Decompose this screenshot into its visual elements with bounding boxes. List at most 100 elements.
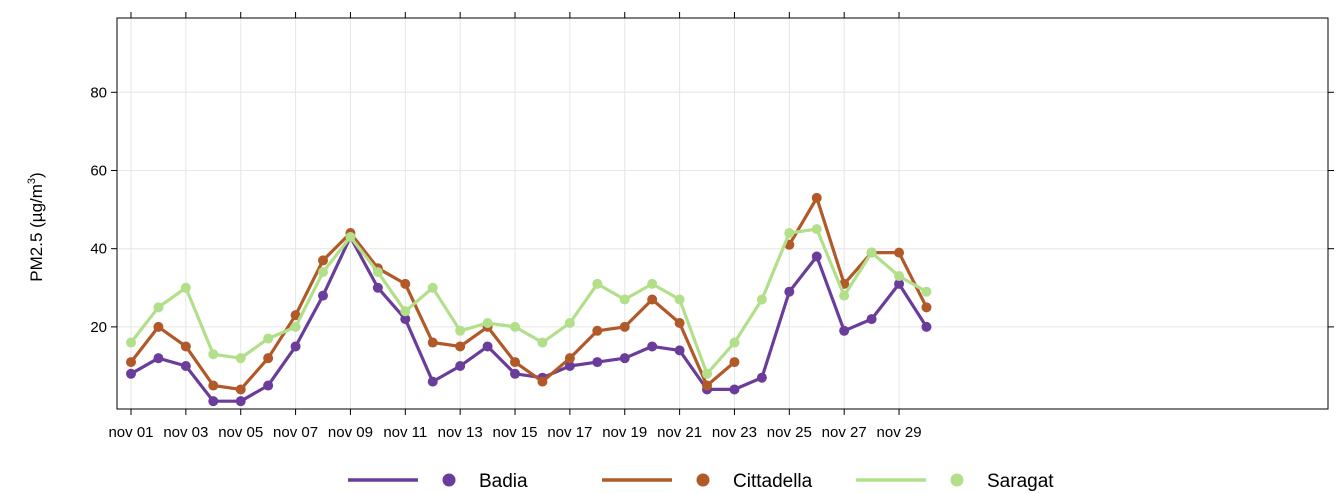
data-point-cittadella	[894, 247, 905, 258]
data-point-saragat	[153, 302, 164, 313]
data-point-cittadella	[674, 317, 685, 328]
series-saragat	[126, 224, 932, 379]
data-point-cittadella	[153, 321, 164, 332]
data-point-badia	[729, 384, 740, 395]
data-point-badia	[756, 372, 767, 383]
data-point-cittadella	[318, 255, 329, 266]
legend-item-saragat: Saragat	[856, 471, 1054, 492]
data-point-cittadella	[290, 310, 301, 321]
data-point-saragat	[345, 231, 356, 242]
legend-item-badia: Badia	[348, 471, 528, 492]
data-point-saragat	[756, 294, 767, 305]
data-point-saragat	[674, 294, 685, 305]
data-point-badia	[866, 314, 877, 325]
data-point-badia	[674, 345, 685, 356]
legend-label-cittadella: Cittadella	[733, 471, 813, 492]
x-tick-label: nov 07	[273, 424, 318, 441]
data-point-saragat	[839, 290, 850, 301]
data-point-badia	[482, 341, 493, 352]
data-point-badia	[208, 396, 219, 407]
data-point-cittadella	[921, 302, 932, 313]
data-point-saragat	[811, 224, 822, 235]
data-point-saragat	[592, 278, 603, 289]
data-point-saragat	[729, 337, 740, 348]
data-point-badia	[564, 360, 575, 371]
series-cittadella	[126, 192, 932, 395]
x-tick-label: nov 13	[438, 424, 483, 441]
data-point-badia	[318, 290, 329, 301]
data-point-cittadella	[510, 357, 521, 368]
y-tick-label: 60	[90, 162, 107, 179]
data-point-saragat	[784, 228, 795, 239]
x-tick-label: nov 29	[877, 424, 922, 441]
grid	[117, 18, 1328, 409]
data-point-saragat	[318, 267, 329, 278]
data-point-cittadella	[592, 325, 603, 336]
x-tick-label: nov 25	[767, 424, 812, 441]
data-point-saragat	[290, 321, 301, 332]
legend-label-saragat: Saragat	[987, 471, 1054, 492]
data-point-badia	[400, 314, 411, 325]
x-tick-label: nov 05	[218, 424, 263, 441]
data-point-saragat	[564, 317, 575, 328]
data-point-saragat	[427, 282, 438, 293]
data-point-saragat	[510, 321, 521, 332]
x-tick-label: nov 15	[492, 424, 537, 441]
data-point-cittadella	[537, 376, 548, 387]
x-tick-label: nov 21	[657, 424, 702, 441]
x-tick-label: nov 19	[602, 424, 647, 441]
data-point-saragat	[537, 337, 548, 348]
legend-marker-cittadella	[696, 473, 710, 487]
data-point-cittadella	[208, 380, 219, 391]
data-point-saragat	[647, 278, 658, 289]
data-point-saragat	[482, 317, 493, 328]
data-point-badia	[839, 325, 850, 336]
data-point-saragat	[921, 286, 932, 297]
data-point-badia	[126, 368, 136, 379]
data-point-cittadella	[427, 337, 438, 348]
series-line-cittadella	[787, 196, 928, 309]
data-point-cittadella	[263, 353, 274, 364]
data-point-saragat	[702, 368, 713, 379]
data-point-saragat	[180, 282, 191, 293]
data-point-saragat	[235, 353, 246, 364]
data-point-badia	[592, 357, 603, 368]
data-point-cittadella	[400, 278, 411, 289]
data-point-cittadella	[647, 294, 658, 305]
x-tick-label: nov 09	[328, 424, 373, 441]
data-point-badia	[427, 376, 438, 387]
data-point-badia	[894, 278, 905, 289]
plot-frame	[116, 17, 1329, 410]
series-layer	[126, 192, 932, 407]
x-tick-label: nov 23	[712, 424, 757, 441]
y-tick-label: 20	[90, 319, 107, 336]
x-tick-label: nov 11	[383, 424, 427, 441]
data-point-cittadella	[455, 341, 466, 352]
data-point-cittadella	[564, 353, 575, 364]
data-point-cittadella	[180, 341, 191, 352]
x-tick-label: nov 17	[547, 424, 592, 441]
data-point-saragat	[894, 271, 905, 282]
y-tick-label: 80	[90, 84, 107, 101]
x-tick-label: nov 03	[163, 424, 208, 441]
legend: Badia Cittadella Saragat	[348, 471, 1054, 492]
data-point-cittadella	[619, 321, 630, 332]
data-point-cittadella	[235, 384, 246, 395]
data-point-badia	[290, 341, 301, 352]
data-point-badia	[510, 368, 521, 379]
axes: nov 01 nov 03 nov 05 nov 07 nov 09 nov 11 nov …	[90, 12, 1334, 441]
data-point-badia	[811, 251, 822, 262]
data-point-saragat	[208, 349, 219, 360]
data-point-cittadella	[811, 192, 822, 203]
data-point-saragat	[400, 306, 411, 317]
data-point-badia	[647, 341, 658, 352]
data-point-saragat	[866, 247, 877, 258]
data-point-cittadella	[729, 357, 740, 368]
series-line-saragat	[129, 227, 928, 376]
data-point-badia	[619, 353, 630, 364]
data-point-badia	[921, 321, 932, 332]
data-point-badia	[455, 360, 466, 371]
data-point-saragat	[619, 294, 630, 305]
data-point-saragat	[126, 337, 136, 348]
